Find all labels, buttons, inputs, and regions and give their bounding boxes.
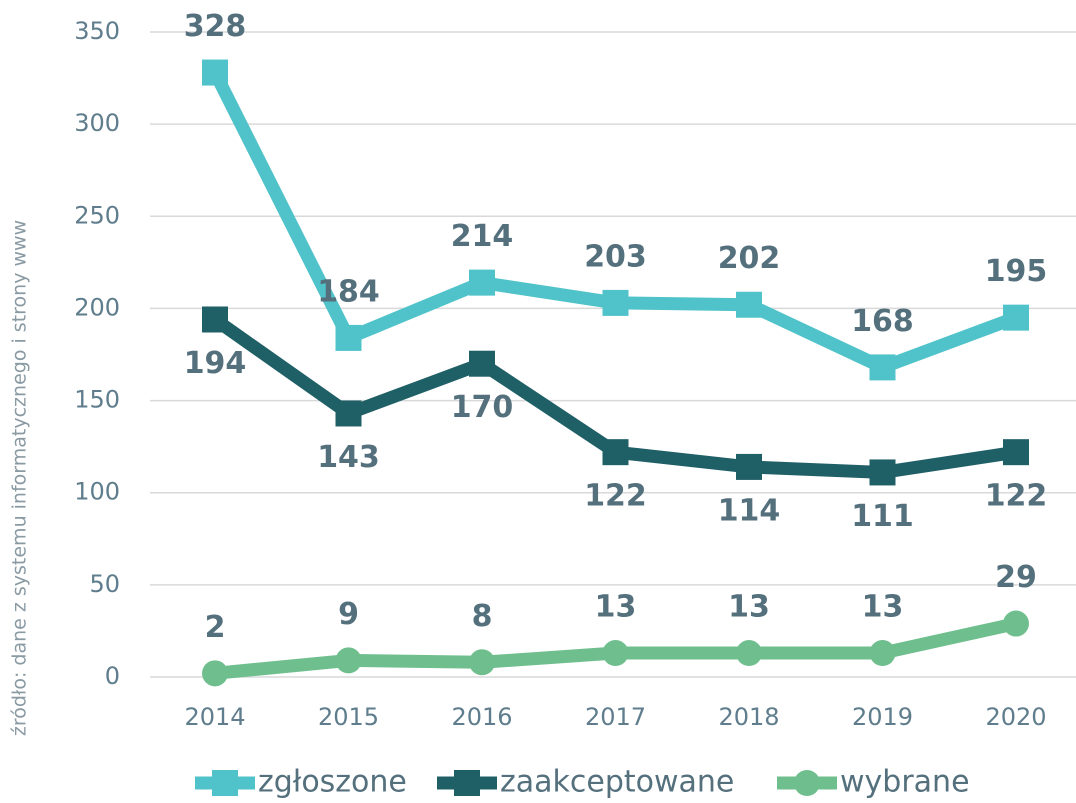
data-point — [602, 640, 629, 667]
data-point — [469, 350, 495, 377]
legend-marker — [454, 770, 480, 796]
data-label: 143 — [317, 440, 380, 475]
y-tick-label: 350 — [74, 17, 120, 45]
data-point — [869, 640, 896, 667]
legend-marker — [794, 770, 820, 796]
data-point — [736, 453, 762, 480]
data-point — [736, 291, 762, 318]
y-axis-label: źródło: dane z systemu informatycznego i… — [9, 220, 31, 736]
data-label: 9 — [338, 597, 359, 632]
y-tick-label: 150 — [74, 386, 120, 414]
data-point — [736, 640, 762, 667]
data-point — [602, 439, 629, 466]
data-point — [1003, 304, 1029, 331]
data-label: 168 — [851, 304, 914, 339]
data-label: 195 — [985, 254, 1048, 289]
data-label: 111 — [851, 499, 914, 534]
x-tick-label: 2020 — [985, 703, 1046, 731]
data-point — [202, 660, 228, 687]
y-tick-label: 250 — [74, 201, 120, 229]
x-tick-label: 2017 — [585, 703, 646, 731]
y-tick-label: 200 — [74, 293, 120, 321]
data-point — [335, 400, 362, 427]
data-label: 13 — [728, 590, 770, 625]
data-label: 13 — [862, 590, 904, 625]
data-label: 194 — [184, 346, 247, 381]
data-point — [202, 306, 228, 333]
y-tick-label: 300 — [74, 109, 120, 137]
x-tick-label: 2015 — [318, 703, 379, 731]
x-tick-label: 2016 — [451, 703, 512, 731]
data-label: 114 — [718, 493, 781, 528]
data-label: 203 — [584, 239, 647, 274]
x-tick-label: 2014 — [184, 703, 245, 731]
data-point — [869, 354, 896, 381]
data-label: 2 — [205, 610, 226, 645]
data-label: 29 — [995, 560, 1037, 595]
data-point — [335, 647, 362, 674]
data-label: 122 — [985, 479, 1048, 514]
data-label: 328 — [184, 9, 247, 44]
data-label: 13 — [595, 590, 637, 625]
legend-marker — [212, 770, 238, 796]
data-point — [602, 289, 629, 316]
data-point — [869, 459, 896, 486]
data-label: 170 — [451, 390, 514, 425]
legend-label: zaakceptowane — [500, 765, 734, 800]
data-point — [335, 324, 362, 351]
data-label: 214 — [451, 219, 514, 254]
x-tick-label: 2019 — [852, 703, 913, 731]
data-label: 202 — [718, 241, 781, 276]
y-tick-label: 0 — [105, 662, 120, 690]
y-tick-label: 50 — [89, 570, 120, 598]
legend-label: zgłoszone — [258, 765, 407, 800]
data-label: 122 — [584, 479, 647, 514]
data-point — [1003, 439, 1029, 466]
data-label: 8 — [472, 599, 493, 634]
data-label: 184 — [317, 274, 380, 309]
y-tick-label: 100 — [74, 478, 120, 506]
data-point — [1003, 610, 1029, 637]
data-point — [469, 269, 495, 296]
legend-label: wybrane — [840, 765, 970, 800]
data-point — [202, 59, 228, 86]
data-point — [469, 649, 495, 676]
x-tick-label: 2018 — [718, 703, 779, 731]
